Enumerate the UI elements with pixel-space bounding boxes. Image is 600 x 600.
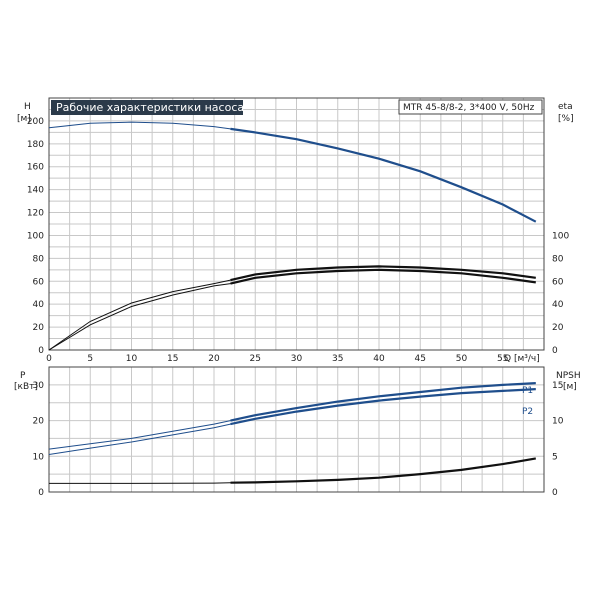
lower-right-tick-label: 5: [552, 452, 558, 462]
series-line-eta-1: [230, 265, 536, 282]
chart-title-box: [51, 100, 243, 115]
lower-right-tick-label: 10: [552, 417, 564, 427]
upper-left-tick-label: 180: [27, 140, 44, 150]
x-tick-label: 45: [415, 354, 426, 364]
lower-left-tick-label: 20: [33, 417, 45, 427]
chart-title: Рабочие характеристики насоса: [56, 101, 244, 114]
series-line-eta-2: [230, 268, 536, 285]
upper-left-tick-label: 60: [33, 277, 45, 287]
upper-right-tick-label: 60: [552, 277, 564, 287]
series-line-p2-thin: [48, 423, 231, 455]
upper-left-axis-unit: [м]: [17, 114, 31, 124]
series-line-eta-1-thin: [48, 279, 231, 351]
x-tick-label: 30: [291, 354, 303, 364]
lower-left-tick-label: 30: [33, 381, 45, 391]
upper-left-tick-label: 100: [27, 231, 44, 241]
lower-left-tick-label: 10: [33, 452, 45, 462]
lower-right-tick-label: 15: [552, 381, 563, 391]
lower-right-tick-label: 0: [552, 488, 558, 498]
series-line-eta-2-thin: [48, 283, 231, 351]
upper-left-tick-label: 20: [33, 323, 45, 333]
upper-right-tick-label: 80: [552, 254, 564, 264]
series-line-p1-thin: [48, 420, 231, 450]
upper-left-tick-label: 160: [27, 163, 44, 173]
upper-left-tick-label: 140: [27, 186, 44, 196]
model-box: [398, 99, 543, 115]
lower-plot-frame: [48, 366, 545, 493]
series-line-p2: [230, 388, 536, 426]
x-tick-label: 25: [250, 354, 261, 364]
lower-right-axis-unit: [м]: [563, 382, 577, 392]
upper-right-tick-label: 100: [552, 231, 569, 241]
x-tick-label: 40: [373, 354, 385, 364]
upper-left-tick-label: 80: [33, 254, 45, 264]
upper-tick-labels: 0 20 40 60 80 100 120 140 160 180 200 0 20 40 60 80 100 0…: [27, 117, 570, 364]
model-label: MTR 45-8/8-2, 3*400 V, 50Hz: [403, 103, 535, 113]
x-tick-label: 15: [167, 354, 178, 364]
x-tick-label: 50: [456, 354, 468, 364]
x-axis-label: Q [м³/ч]: [504, 354, 540, 364]
upper-right-axis-unit: [%]: [558, 114, 574, 124]
lower-tick-labels: 0 10 20 30 0 5 10 15: [33, 381, 564, 498]
upper-left-tick-label: 120: [27, 209, 44, 219]
upper-grid: [48, 97, 545, 351]
lower-grid: [48, 366, 545, 493]
upper-right-tick-label: 0: [552, 346, 558, 356]
upper-plot-frame: [48, 97, 545, 351]
lower-left-axis-label: P: [20, 371, 26, 381]
series-line-head: [230, 127, 537, 223]
lower-right-axis-label: NPSH: [556, 371, 581, 381]
upper-left-axis-label: H: [24, 102, 31, 112]
x-tick-label: 0: [46, 354, 52, 364]
upper-left-tick-label: 0: [38, 346, 44, 356]
series-line-p1: [230, 382, 536, 422]
upper-right-tick-label: 20: [552, 323, 564, 333]
lower-series-group: [48, 382, 536, 484]
upper-left-tick-label: 200: [27, 117, 44, 127]
lower-left-tick-label: 0: [38, 488, 44, 498]
x-tick-label: 55: [497, 354, 508, 364]
x-tick-label: 20: [208, 354, 220, 364]
upper-series-group: [48, 121, 537, 351]
series-line-npsh-thin: [49, 482, 231, 484]
series-line-head-thin: [48, 121, 231, 130]
lower-left-axis-unit: [кВт]: [14, 382, 38, 392]
series-line-npsh: [230, 457, 536, 484]
upper-right-tick-label: 40: [552, 300, 564, 310]
series-label-p1: P1: [522, 386, 533, 396]
x-tick-label: 10: [126, 354, 138, 364]
series-label-p2: P2: [522, 407, 533, 417]
upper-right-axis-label: eta: [558, 102, 573, 112]
x-tick-label: 35: [332, 354, 343, 364]
upper-left-tick-label: 40: [33, 300, 45, 310]
x-tick-label: 5: [87, 354, 93, 364]
